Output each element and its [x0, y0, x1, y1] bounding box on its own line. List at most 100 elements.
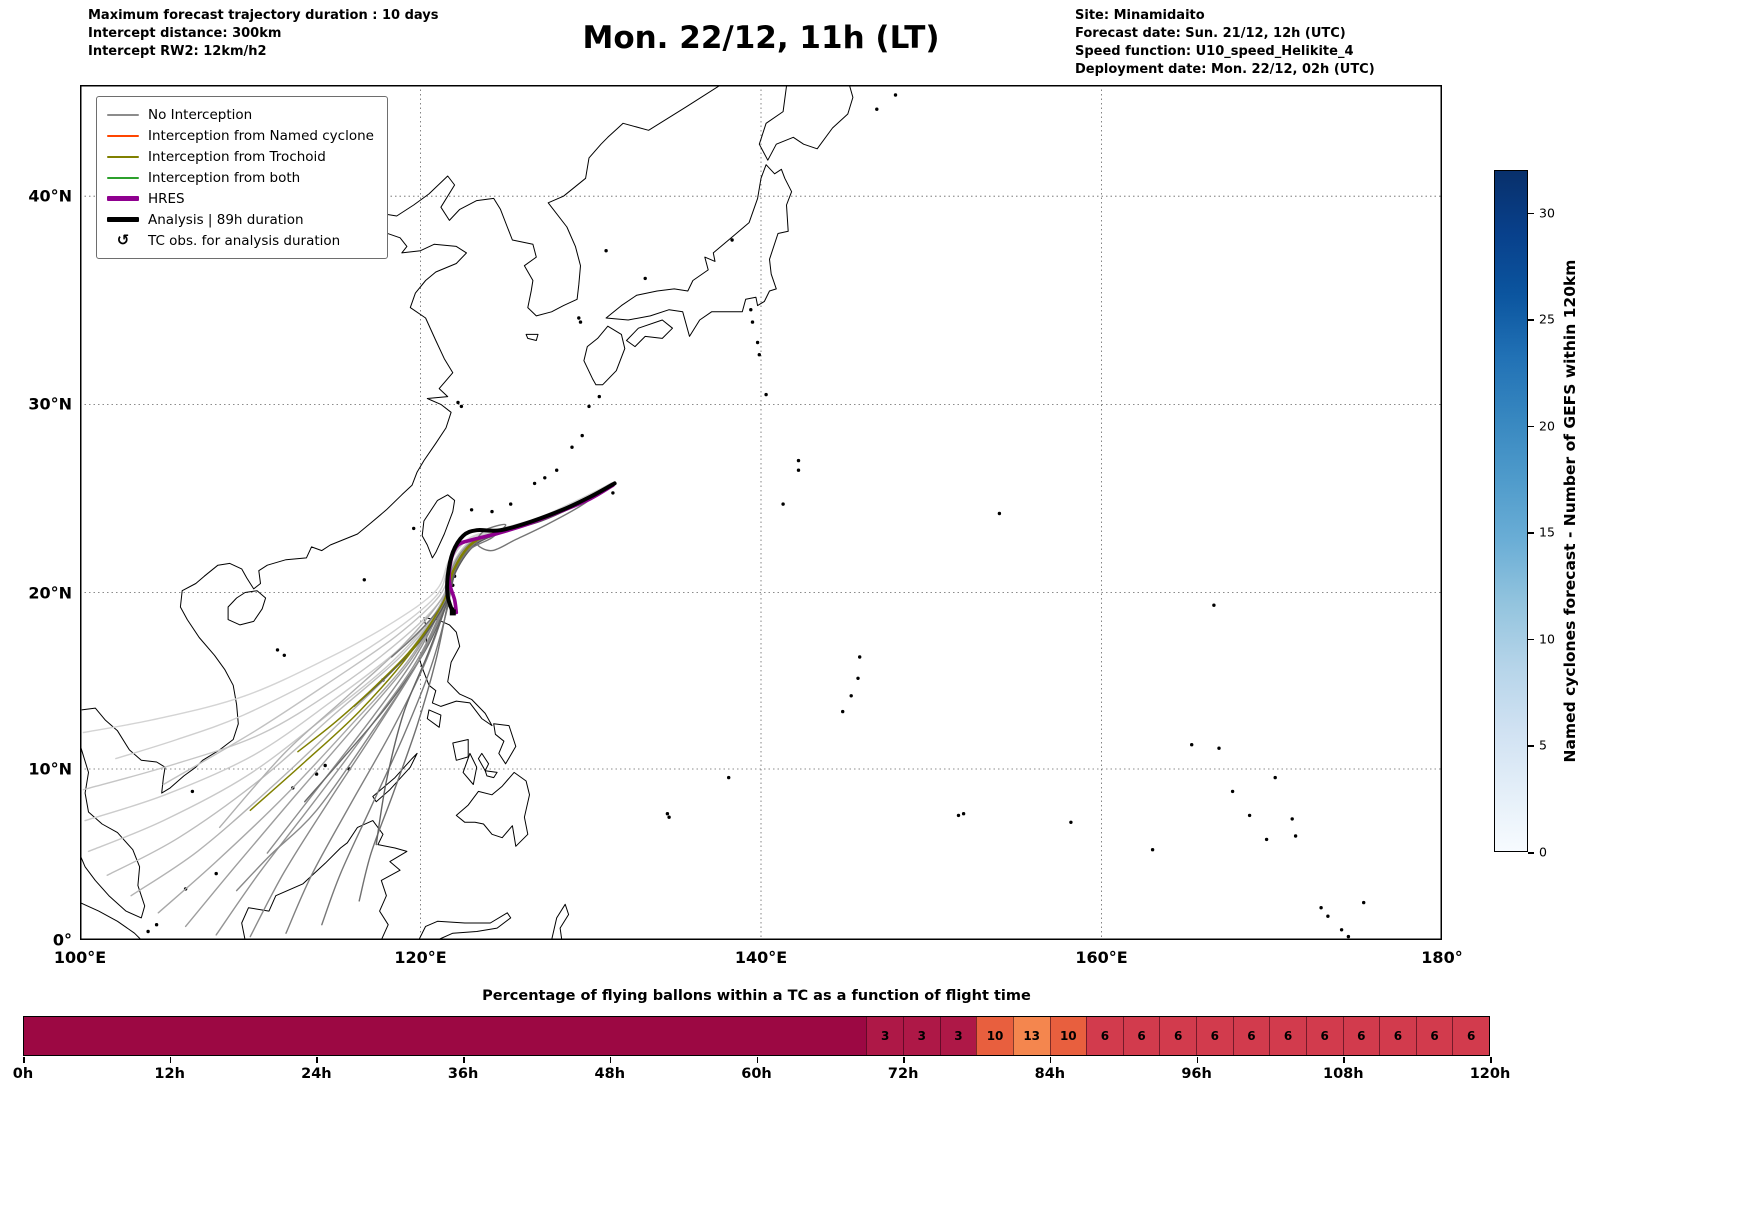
legend-line-swatch: [107, 134, 139, 137]
bottom-axis-tick: [23, 1057, 25, 1063]
island-dot: [665, 812, 670, 816]
coastline-halmahera: [551, 903, 570, 940]
site-text: Site: Minamidaito: [1075, 8, 1205, 23]
legend-label: Interception from Trochoid: [148, 148, 326, 165]
y-tick-label: 10°N: [28, 759, 72, 779]
coastline-hokkaido: [758, 85, 854, 161]
island-dot: [1069, 820, 1073, 824]
coastline-mainland-asia: [81, 85, 722, 794]
legend-line: [107, 155, 139, 158]
trajectory-no-interception: [353, 484, 614, 708]
island-dot: [757, 353, 761, 357]
island-dot: [412, 526, 416, 531]
bottom-axis-tick: [609, 1057, 612, 1063]
colorbar-tick-label: 10: [1539, 631, 1555, 647]
island-dot: [849, 694, 853, 698]
island-dot: [532, 481, 537, 486]
coastline-cebu: [477, 752, 490, 772]
coastline-jeju: [525, 333, 539, 341]
legend-line-swatch: [107, 176, 139, 179]
y-tick-label: 30°N: [28, 394, 72, 414]
cell-value: 6: [1393, 1029, 1403, 1043]
island-dot: [667, 815, 671, 819]
island-dot: [578, 320, 583, 324]
island-dot: [755, 340, 760, 345]
x-tick-label: 180°: [1421, 948, 1463, 967]
legend-line: [107, 217, 139, 222]
island-dot: [1273, 775, 1277, 780]
cell-value: 10: [986, 1029, 1004, 1043]
legend-line-swatch: [107, 217, 139, 222]
island-dot: [856, 676, 860, 680]
bottom-axis-tick: [463, 1057, 465, 1063]
island-dot: [893, 93, 898, 97]
flight-time-cell-111h: 6: [1379, 1017, 1416, 1055]
island-dot: [314, 772, 319, 776]
trajectory-no-interception: [87, 482, 612, 853]
cell-value: 6: [1320, 1029, 1329, 1043]
island-dot: [1362, 900, 1366, 905]
coastline-bohol: [484, 770, 498, 779]
coastline-mindanao: [455, 771, 530, 847]
island-dot: [1150, 848, 1155, 852]
x-tick-label: 100°E: [53, 948, 107, 967]
coastline-samar-leyte: [493, 723, 517, 765]
flight-time-cell-72h: 3: [903, 1017, 940, 1055]
bottom-axis-tick: [1343, 1057, 1345, 1063]
island-dot: [1293, 834, 1298, 838]
intercept-rw2-text: Intercept RW2: 12km/h2: [88, 43, 267, 59]
colorbar-tick: [1528, 425, 1534, 428]
island-dot: [1247, 813, 1252, 818]
page-title: Mon. 22/12, 11h (LT): [582, 20, 940, 56]
deployment-date-text: Deployment date: Mon. 22/12, 02h (UTC): [1075, 61, 1375, 77]
legend-line: [107, 113, 139, 116]
island-dot: [1290, 817, 1294, 821]
bottom-chart-title: Percentage of flying ballons within a TC…: [482, 988, 1031, 1004]
flight-time-cell-99h: 6: [1232, 1017, 1270, 1055]
flight-time-cell-105h: 6: [1305, 1017, 1343, 1055]
header-right-block: Site: Minamidaito Forecast date: Sun. 21…: [1075, 7, 1375, 79]
trajectory-hres: [447, 483, 615, 615]
flight-time-cell-114h: 6: [1415, 1017, 1453, 1055]
flight-time-cell-69h: 3: [866, 1017, 903, 1055]
legend-item: ↺ TC obs. for analysis duration: [107, 230, 374, 251]
island-dot: [469, 508, 474, 512]
island-dot: [1190, 743, 1194, 747]
coastline-luzon: [418, 617, 493, 727]
bottom-axis-label: 96h: [1181, 1066, 1212, 1082]
colorbar-tick-label: 15: [1539, 524, 1555, 540]
flight-time-cell-90h: 6: [1122, 1017, 1160, 1055]
colorbar: [1494, 170, 1528, 852]
legend-item: HRES: [107, 188, 374, 209]
coastline-panay: [452, 739, 469, 761]
island-dot: [597, 394, 601, 399]
colorbar-tick: [1528, 745, 1534, 747]
coastline-taiwan: [421, 494, 456, 559]
island-dot: [570, 445, 574, 449]
bottom-axis-label: 0h: [12, 1066, 34, 1082]
flight-time-cell-96h: 6: [1196, 1017, 1233, 1055]
legend-label: Interception from both: [148, 169, 301, 186]
coastline-malay-peninsula: [80, 744, 146, 919]
legend-item: Analysis | 89h duration: [107, 209, 374, 230]
island-dot: [214, 871, 218, 876]
intercept-distance-text: Intercept distance: 300km: [88, 25, 282, 41]
colorbar-tick-label: 30: [1539, 205, 1555, 221]
island-dot: [730, 238, 734, 242]
coastline-borneo: [241, 820, 408, 940]
legend-item: Interception from Trochoid: [107, 146, 374, 167]
flight-time-cell-78h: 10: [976, 1017, 1013, 1055]
island-dot: [275, 648, 280, 652]
bottom-axis-label: 72h: [887, 1066, 919, 1082]
trajectory-interception-from-trochoid: [297, 484, 614, 753]
trajectory-no-interception: [184, 482, 614, 928]
y-tick-label: 40°N: [28, 186, 72, 206]
cell-value: 6: [1283, 1029, 1293, 1043]
island-dot: [580, 433, 584, 438]
cell-value: 3: [881, 1029, 890, 1043]
colorbar-tick: [1528, 319, 1534, 321]
legend-label: Analysis | 89h duration: [148, 211, 304, 228]
flight-time-cell-87h: 6: [1086, 1017, 1123, 1055]
cell-value: 13: [1023, 1029, 1041, 1043]
